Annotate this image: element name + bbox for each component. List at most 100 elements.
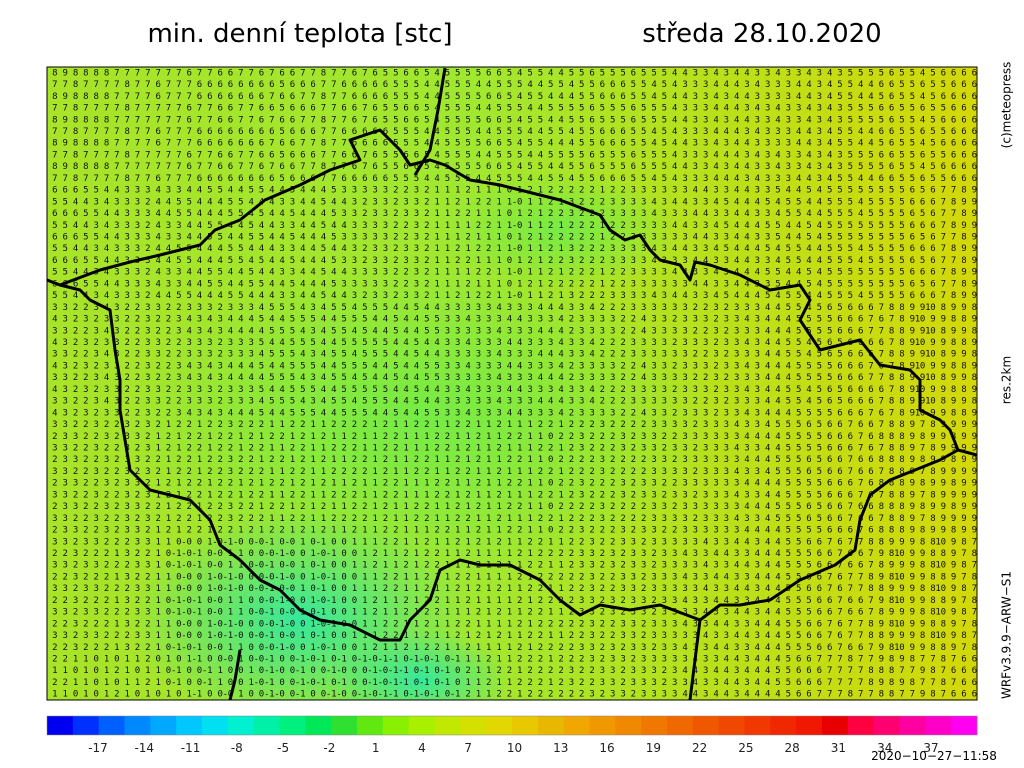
grid-row: 3 3 2 3 3 2 2 2 3 3 1 1 0-0 0 1-0-1-0 0-… (47, 631, 977, 641)
grid-row: 2 3 3 2 2 3 2 3 3 2 1 2 1 2 2 1 2 2 1 2 … (47, 526, 977, 536)
grid-row: 5 5 4 4 3 4 3 3 3 2 4 3 3 4 4 5 5 4 4 5 … (47, 221, 977, 231)
colorbar-swatch (770, 716, 797, 735)
grid-row: 2 2 3 2 2 2 1 3 2 2 1 1 0-0 0 1-0-1-0 0 … (47, 572, 977, 582)
colorbar-swatch (563, 716, 590, 735)
grid-row: 6 6 6 5 5 4 4 3 3 3 4 3 3 4 4 5 5 4 4 5 … (47, 279, 977, 289)
grid-row: 8 9 8 8 8 8 7 7 7 7 7 7 7 6 7 7 6 6 7 7 … (47, 68, 977, 78)
colorbar-swatch (718, 716, 745, 735)
grid-row: 3 3 2 2 3 2 2 3 2 3 1 2 1 2 2 1 2 2 1 2 … (47, 490, 977, 500)
grid-row: 4 3 2 3 2 3 3 2 2 3 2 2 3 4 3 4 3 4 4 4 … (47, 315, 977, 325)
colorbar-swatch (150, 716, 177, 735)
grid-row: 8 9 8 8 8 8 7 7 7 7 7 7 7 6 7 7 6 6 7 7 … (47, 115, 977, 125)
colorbar-tick-label: -5 (277, 741, 289, 755)
grid-row: 3 3 2 2 3 2 2 3 2 3 2 1 2 2 1 2 2 3 2 2 … (47, 467, 977, 477)
colorbar-swatch (873, 716, 900, 735)
grid-row: 2 2 1 1 0 1 0 1 1 2 0 1 0 1-1 0 0-0 1 0-… (47, 654, 977, 664)
grid-row: 5 5 4 4 3 4 3 3 3 2 4 3 3 4 4 5 5 4 4 5 … (47, 268, 977, 278)
colorbar-tick-label: 25 (738, 741, 753, 755)
colorbar-swatch (667, 716, 694, 735)
colorbar-tick-label: 37 (923, 741, 938, 755)
grid-row: 6 6 6 5 5 4 4 3 3 3 4 3 3 4 4 5 5 4 4 5 … (47, 232, 977, 242)
model-label: WRFv3.9.9−ARW−S1 (1000, 571, 1014, 699)
grid-row: 4 3 2 3 2 3 3 2 2 3 2 2 3 4 3 4 3 4 4 4 … (47, 408, 977, 418)
grid-row: 4 3 2 3 2 3 3 2 2 3 3 2 2 3 3 3 2 3 3 3 … (47, 385, 977, 395)
colorbar-swatch (382, 716, 410, 735)
title: min. denní teplota [stc] (147, 19, 452, 49)
grid-row: 3 3 2 3 3 2 2 2 3 3 1 1 0-0 0 1-0-1-0 0-… (47, 584, 977, 594)
grid-row: 5 5 4 4 3 4 3 3 3 2 4 4 5 5 4 4 4 5 5 4 … (47, 291, 977, 301)
timestamp: 2020−10−27−11:58 (871, 749, 997, 763)
grid-row: 2 3 3 2 2 3 2 3 3 2 1 2 1 2 2 1 2 2 1 2 … (47, 432, 977, 442)
colorbar-tick-label: 4 (418, 741, 426, 755)
colorbar-swatch (202, 716, 229, 735)
field-shade (330, 630, 510, 700)
value-grid: 8 9 8 8 8 8 7 7 7 7 7 7 7 6 7 7 6 6 7 7 … (47, 68, 977, 699)
grid-row: 4 3 2 3 2 3 3 2 2 3 2 2 3 4 3 4 3 4 4 4 … (47, 361, 977, 371)
border-line (957, 448, 977, 457)
colorbar-tick-label: 7 (464, 741, 472, 755)
grid-row: 7 7 8 7 7 7 7 8 7 7 6 7 7 7 6 6 6 6 6 6 … (47, 174, 977, 184)
grid-row: 5 5 4 4 3 4 3 3 3 2 4 4 5 5 4 4 4 5 5 4 … (47, 197, 977, 207)
colorbar-tick-label: 1 (372, 741, 380, 755)
colorbar-tick-label: -11 (181, 741, 201, 755)
grid-row: 3 3 2 2 3 4 3 2 2 3 2 2 3 4 3 4 3 4 4 4 … (47, 326, 977, 336)
grid-row: 2 2 3 2 2 2 1 3 2 2 1 0-1-0-1 0-0 1 1 0 … (47, 596, 977, 606)
colorbar-swatch (744, 716, 771, 735)
grid-row: 4 3 2 3 2 3 3 2 2 3 3 2 2 3 3 3 2 3 3 3 … (47, 338, 977, 348)
colorbar-swatch (899, 716, 926, 735)
colorbar-swatch (227, 716, 255, 735)
colorbar-swatch (615, 716, 642, 735)
grid-row: 3 3 2 2 3 2 2 3 2 3 1 2 1 2 2 1 2 2 1 2 … (47, 443, 977, 453)
colorbar-swatch (253, 716, 280, 735)
colorbar-frame (46, 715, 978, 736)
colorbar-swatch (512, 716, 539, 735)
map-frame (46, 66, 978, 701)
grid-row: 3 3 2 2 3 4 3 2 2 3 2 2 3 4 3 4 3 4 4 4 … (47, 373, 977, 383)
grid-row: 3 3 2 2 3 4 3 2 2 3 3 2 2 3 3 3 2 3 3 3 … (47, 303, 977, 313)
grid-row: 8 9 8 8 8 8 7 7 7 7 6 7 7 7 6 6 6 6 6 6 … (47, 92, 977, 102)
border-line (413, 67, 447, 176)
border-line (688, 619, 702, 700)
colorbar-swatch (951, 716, 978, 735)
map-field: 8 9 8 8 8 8 7 7 7 7 7 7 7 6 7 7 6 6 7 7 … (47, 67, 977, 700)
colorbar-swatch (98, 716, 125, 735)
resolution: res.2km (1000, 356, 1014, 404)
grid-row: 3 3 2 3 3 2 2 2 3 3 1 0-1-0-1 0-0 1 1 0-… (47, 608, 977, 618)
grid-row: 3 3 2 2 3 2 2 3 2 3 2 1 2 2 1 2 2 3 2 2 … (47, 514, 977, 524)
grid-row: 1 1 0 1 0 1 2 1 0 1 1 0-1 0 0-1 1 0 0 1 … (47, 666, 977, 676)
colorbar-swatch (408, 716, 435, 735)
colorbar-swatch (486, 716, 513, 735)
grid-row: 2 2 3 2 2 2 1 3 2 2 1 0-1-0-1 0-0 1 1 0 … (47, 643, 977, 653)
border-line (47, 278, 61, 287)
grid-row: 3 3 2 2 3 4 3 2 2 3 3 2 2 3 3 3 2 3 3 3 … (47, 397, 977, 407)
colorbar-tick-label: 13 (553, 741, 568, 755)
colorbar-tick-label: -14 (134, 741, 154, 755)
grid-row: 6 6 6 5 5 4 4 3 3 3 4 4 5 5 4 4 4 5 5 4 … (47, 209, 977, 219)
colorbar-tick-label: 34 (877, 741, 892, 755)
colorbar-swatch (537, 716, 565, 735)
colorbar-tick-label: -17 (88, 741, 108, 755)
grid-row: 2 2 1 1 0 1 0 1 1 2 1 0-1 0 0-1 1 0 0 1-… (47, 678, 977, 688)
grid-row: 3 3 2 2 3 4 3 2 2 3 3 2 2 3 3 3 2 3 3 3 … (47, 350, 977, 360)
colorbar-swatch (822, 716, 849, 735)
grid-row: 2 2 3 2 2 2 1 3 2 2 1 0-1-0-1 0-0 1 1 0 … (47, 549, 977, 559)
borders (47, 67, 977, 700)
colorbar-swatch (460, 716, 487, 735)
colorbar: -17 -14 -11 -8 -5 -2 1 4 7 10 13 16 19 22 25 28 31 34 37 (46, 715, 978, 755)
colorbar-swatch (47, 716, 74, 735)
colorbar-swatch (925, 716, 952, 735)
colorbar-swatch (589, 716, 616, 735)
colorbar-tick-label: 16 (599, 741, 614, 755)
date: středa 28.10.2020 (642, 19, 881, 49)
grid-row: 7 7 8 7 7 7 7 8 7 7 7 7 7 6 7 7 6 6 7 7 … (47, 104, 977, 114)
colorbar-swatch (72, 716, 100, 735)
colorbar-swatch (357, 716, 384, 735)
grid-row: 3 3 2 2 3 2 2 3 2 3 2 1 2 2 1 2 2 3 2 2 … (47, 420, 977, 430)
colorbar-swatch (176, 716, 203, 735)
field-shade (120, 260, 720, 580)
grid-row: 2 3 3 2 2 3 2 3 3 2 1 2 1 2 2 1 2 2 1 2 … (47, 479, 977, 489)
grid-row: 8 9 8 8 8 8 7 7 7 7 7 7 7 6 7 7 6 6 7 7 … (47, 162, 977, 172)
grid-row: 3 3 2 3 3 2 2 2 3 3 1 1 0-0 0 1-0-1-0 0-… (47, 537, 977, 547)
grid-row: 7 7 8 7 7 7 7 8 7 7 6 7 7 7 6 6 6 6 6 6 … (47, 80, 977, 90)
grid-row: 1 1 0 1 0 1 2 1 0 1 0 1 0 1-1 0 0-0 1 0 … (47, 690, 977, 700)
